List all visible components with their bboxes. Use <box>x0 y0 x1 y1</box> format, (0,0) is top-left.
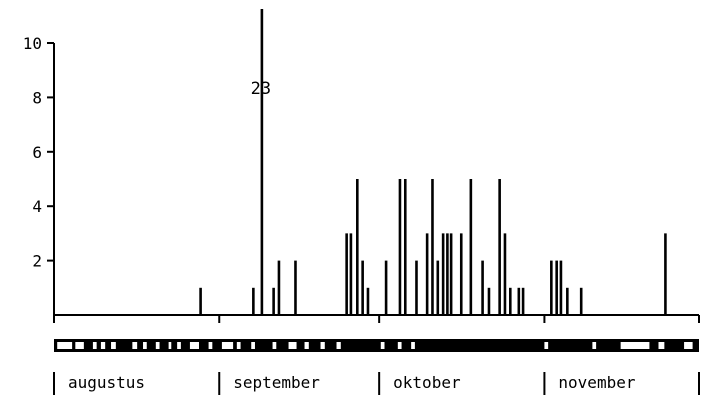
month-scale: augustus september oktober november <box>53 372 700 395</box>
timeline-strip <box>54 339 699 352</box>
timeline-strip-gap <box>177 342 181 349</box>
timeline-strip-gap <box>208 342 213 349</box>
timeline-strip-gap <box>189 342 199 349</box>
y-tick-label: 2 <box>32 252 42 271</box>
month-label: september <box>233 373 320 392</box>
timeline-strip-gap <box>658 342 665 349</box>
timeline-strip-gap <box>236 342 241 349</box>
timeline-strip-gap <box>221 342 234 349</box>
y-tick-label: 8 <box>32 88 42 107</box>
timeline-strip-gap <box>336 342 341 349</box>
bar-annotation-label: 23 <box>251 79 271 99</box>
timeline-strip-gap <box>132 342 138 349</box>
timeline-strip-gap <box>111 342 116 349</box>
timeline-strip-gap <box>544 342 549 349</box>
timeline-strip-band <box>54 339 699 352</box>
timeline-strip-gap <box>251 342 255 349</box>
month-label: november <box>558 373 635 392</box>
timeline-strip-gap <box>288 342 297 349</box>
timeline-strip-gap <box>304 342 309 349</box>
timeline-strip-gap <box>380 342 385 349</box>
timeline-strip-gap <box>620 342 650 349</box>
month-label: augustus <box>68 373 145 392</box>
timeline-strip-gap <box>100 342 106 349</box>
x-axis <box>53 314 700 323</box>
timeline-strip-gap <box>143 342 147 349</box>
timeline-strip-gap <box>155 342 160 349</box>
timeline-strip-gap <box>397 342 402 349</box>
timeline-strip-gap <box>57 342 73 349</box>
timeline-strip-gap <box>684 342 693 349</box>
timeline-strip-gap <box>272 342 277 349</box>
month-label: oktober <box>393 373 461 392</box>
y-ticks: 2 4 6 8 10 <box>23 34 54 271</box>
timeline-strip-gap <box>592 342 597 349</box>
timeline-strip-gap <box>168 342 172 349</box>
y-axis: 2 4 6 8 10 <box>23 34 55 315</box>
y-tick-label: 10 <box>23 34 42 53</box>
timeline-strip-gap <box>75 342 84 349</box>
timeline-strip-gap <box>92 342 97 349</box>
timeline-strip-gap <box>320 342 325 349</box>
bars <box>199 9 667 315</box>
annotations: 23 <box>251 79 271 99</box>
y-tick-label: 6 <box>32 143 42 162</box>
y-tick-label: 4 <box>32 197 42 216</box>
timeline-strip-gap <box>411 342 415 349</box>
x-ticks <box>53 315 700 323</box>
